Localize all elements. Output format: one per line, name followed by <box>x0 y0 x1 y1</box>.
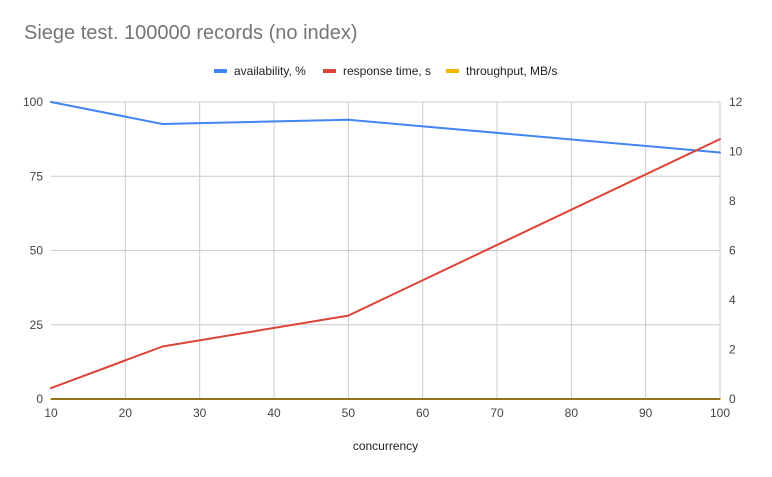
x-tick-label: 20 <box>119 406 133 420</box>
data-point-response-time <box>347 314 350 317</box>
data-point-availability <box>347 118 350 121</box>
y-left-tick-label: 100 <box>23 95 43 109</box>
series-line-availability <box>50 101 721 154</box>
x-tick-label: 70 <box>490 406 504 420</box>
y-right-tick-label: 4 <box>729 293 736 307</box>
y-right-tick-label: 8 <box>729 194 736 208</box>
y-left-tick-label: 50 <box>30 244 44 258</box>
y-left-tick-label: 25 <box>30 318 44 332</box>
y-left-tick-label: 0 <box>36 392 43 406</box>
data-point-availability <box>161 122 164 125</box>
x-axis-title: concurrency <box>353 439 418 453</box>
data-point-response-time <box>719 138 721 141</box>
y-right-tick-label: 12 <box>729 95 743 109</box>
chart-title: Siege test. 100000 records (no index) <box>24 22 358 44</box>
x-tick-label: 40 <box>267 406 281 420</box>
x-tick-label: 100 <box>710 406 730 420</box>
y-right-tick-label: 2 <box>729 343 736 357</box>
y-right-tick-label: 0 <box>729 392 736 406</box>
data-point-availability <box>719 151 721 154</box>
data-point-availability <box>50 101 52 103</box>
legend-label-response-time: response time, s <box>343 64 431 78</box>
legend-label-throughput: throughput, MB/s <box>466 64 557 78</box>
x-tick-label: 80 <box>565 406 579 420</box>
y-left-tick-label: 75 <box>30 169 44 183</box>
grid-layer <box>51 101 721 399</box>
x-tick-label: 30 <box>193 406 207 420</box>
x-tick-label: 60 <box>416 406 430 420</box>
y-right-tick-label: 6 <box>729 244 736 258</box>
legend-label-availability: availability, % <box>234 64 306 78</box>
legend: availability, % response time, s throughpu… <box>214 64 557 78</box>
data-point-response-time <box>161 345 164 348</box>
y-right-tick-label: 10 <box>729 145 743 159</box>
x-tick-label: 10 <box>44 406 58 420</box>
x-tick-label: 90 <box>639 406 653 420</box>
axis-layer: 10 20 30 40 50 60 70 80 90 1000255075100024681012… <box>23 95 743 453</box>
data-point-response-time <box>50 387 52 390</box>
series-line-response-time <box>50 138 721 390</box>
x-tick-label: 50 <box>342 406 356 420</box>
